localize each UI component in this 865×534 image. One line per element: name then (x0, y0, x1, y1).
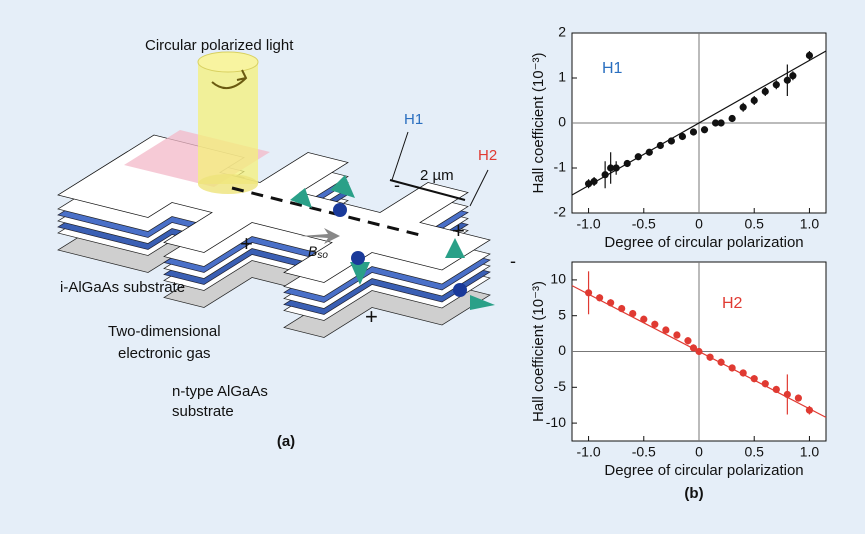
x-tick-label: 0.5 (744, 216, 764, 232)
data-point (751, 97, 758, 104)
data-point (618, 305, 625, 312)
data-point (585, 289, 592, 296)
data-point (602, 171, 609, 178)
data-point (657, 142, 664, 149)
y-tick-label: -1 (554, 159, 567, 175)
y-tick-label: 10 (550, 271, 566, 287)
data-point (729, 364, 736, 371)
layer-label: i-AlGaAs substrate (60, 279, 185, 296)
data-point (789, 72, 796, 79)
svg-text:+: + (365, 304, 378, 329)
x-tick-label: 0.5 (744, 444, 764, 460)
series-label: H1 (602, 60, 623, 77)
data-point (784, 391, 791, 398)
data-point (751, 375, 758, 382)
field-sub: so (317, 250, 328, 261)
x-axis-title: Degree of circular polarization (604, 462, 803, 479)
x-tick-label: 1.0 (800, 444, 820, 460)
data-point (690, 128, 697, 135)
x-tick-label: -0.5 (632, 216, 656, 232)
h1-label: H1 (404, 111, 423, 128)
figure: + + + - - Circular polarized light H1 H2… (0, 0, 865, 534)
x-tick-label: -0.5 (632, 444, 656, 460)
layer-label: Two-dimensional (108, 323, 221, 340)
y-tick-label: 2 (558, 24, 566, 40)
x-tick-label: -1.0 (577, 444, 601, 460)
data-point (629, 310, 636, 317)
svg-text:-: - (510, 251, 516, 271)
data-point (684, 337, 691, 344)
distance-label: 2 µm (420, 167, 454, 184)
y-axis-title: Hall coefficient (10⁻³) (530, 52, 547, 193)
y-axis-title: Hall coefficient (10⁻³) (530, 281, 547, 422)
data-point (590, 178, 597, 185)
data-point (740, 369, 747, 376)
svg-text:-: - (394, 175, 400, 195)
data-point (740, 104, 747, 111)
y-tick-label: -2 (554, 204, 567, 220)
data-point (795, 394, 802, 401)
data-point (613, 164, 620, 171)
data-point (717, 359, 724, 366)
data-point (624, 160, 631, 167)
field-main: B (308, 243, 317, 259)
y-tick-label: -5 (554, 378, 567, 394)
y-tick-label: 0 (558, 342, 566, 358)
light-label: Circular polarized light (145, 37, 294, 54)
x-axis-title: Degree of circular polarization (604, 234, 803, 251)
data-point (646, 149, 653, 156)
svg-text:+: + (240, 231, 253, 256)
data-point (651, 321, 658, 328)
y-tick-label: 5 (558, 306, 566, 322)
data-point (717, 119, 724, 126)
data-point (668, 137, 675, 144)
light-beam (198, 52, 258, 194)
data-point (729, 115, 736, 122)
x-tick-label: 0 (695, 444, 703, 460)
data-point (596, 294, 603, 301)
series-label: H2 (722, 295, 743, 312)
data-point (695, 348, 702, 355)
data-point (640, 316, 647, 323)
layer-label: n-type AlGaAs (172, 383, 268, 400)
panel-caption: (b) (684, 485, 703, 502)
data-point (607, 299, 614, 306)
data-point (662, 326, 669, 333)
x-tick-label: 0 (695, 216, 703, 232)
data-point (679, 133, 686, 140)
data-point (762, 88, 769, 95)
y-tick-label: 1 (558, 69, 566, 85)
y-tick-label: 0 (558, 114, 566, 130)
x-tick-label: -1.0 (577, 216, 601, 232)
h2-label: H2 (478, 147, 497, 164)
x-tick-label: 1.0 (800, 216, 820, 232)
data-point (701, 126, 708, 133)
layer-label: substrate (172, 403, 234, 420)
data-point (806, 407, 813, 414)
data-point (673, 331, 680, 338)
data-point (762, 380, 769, 387)
panel-caption: (a) (277, 433, 295, 450)
layer-label: electronic gas (118, 345, 211, 362)
data-point (635, 153, 642, 160)
data-point (773, 81, 780, 88)
y-tick-label: -10 (546, 414, 566, 430)
data-point (773, 386, 780, 393)
data-point (706, 354, 713, 361)
svg-text:+: + (452, 218, 465, 243)
data-point (806, 52, 813, 59)
